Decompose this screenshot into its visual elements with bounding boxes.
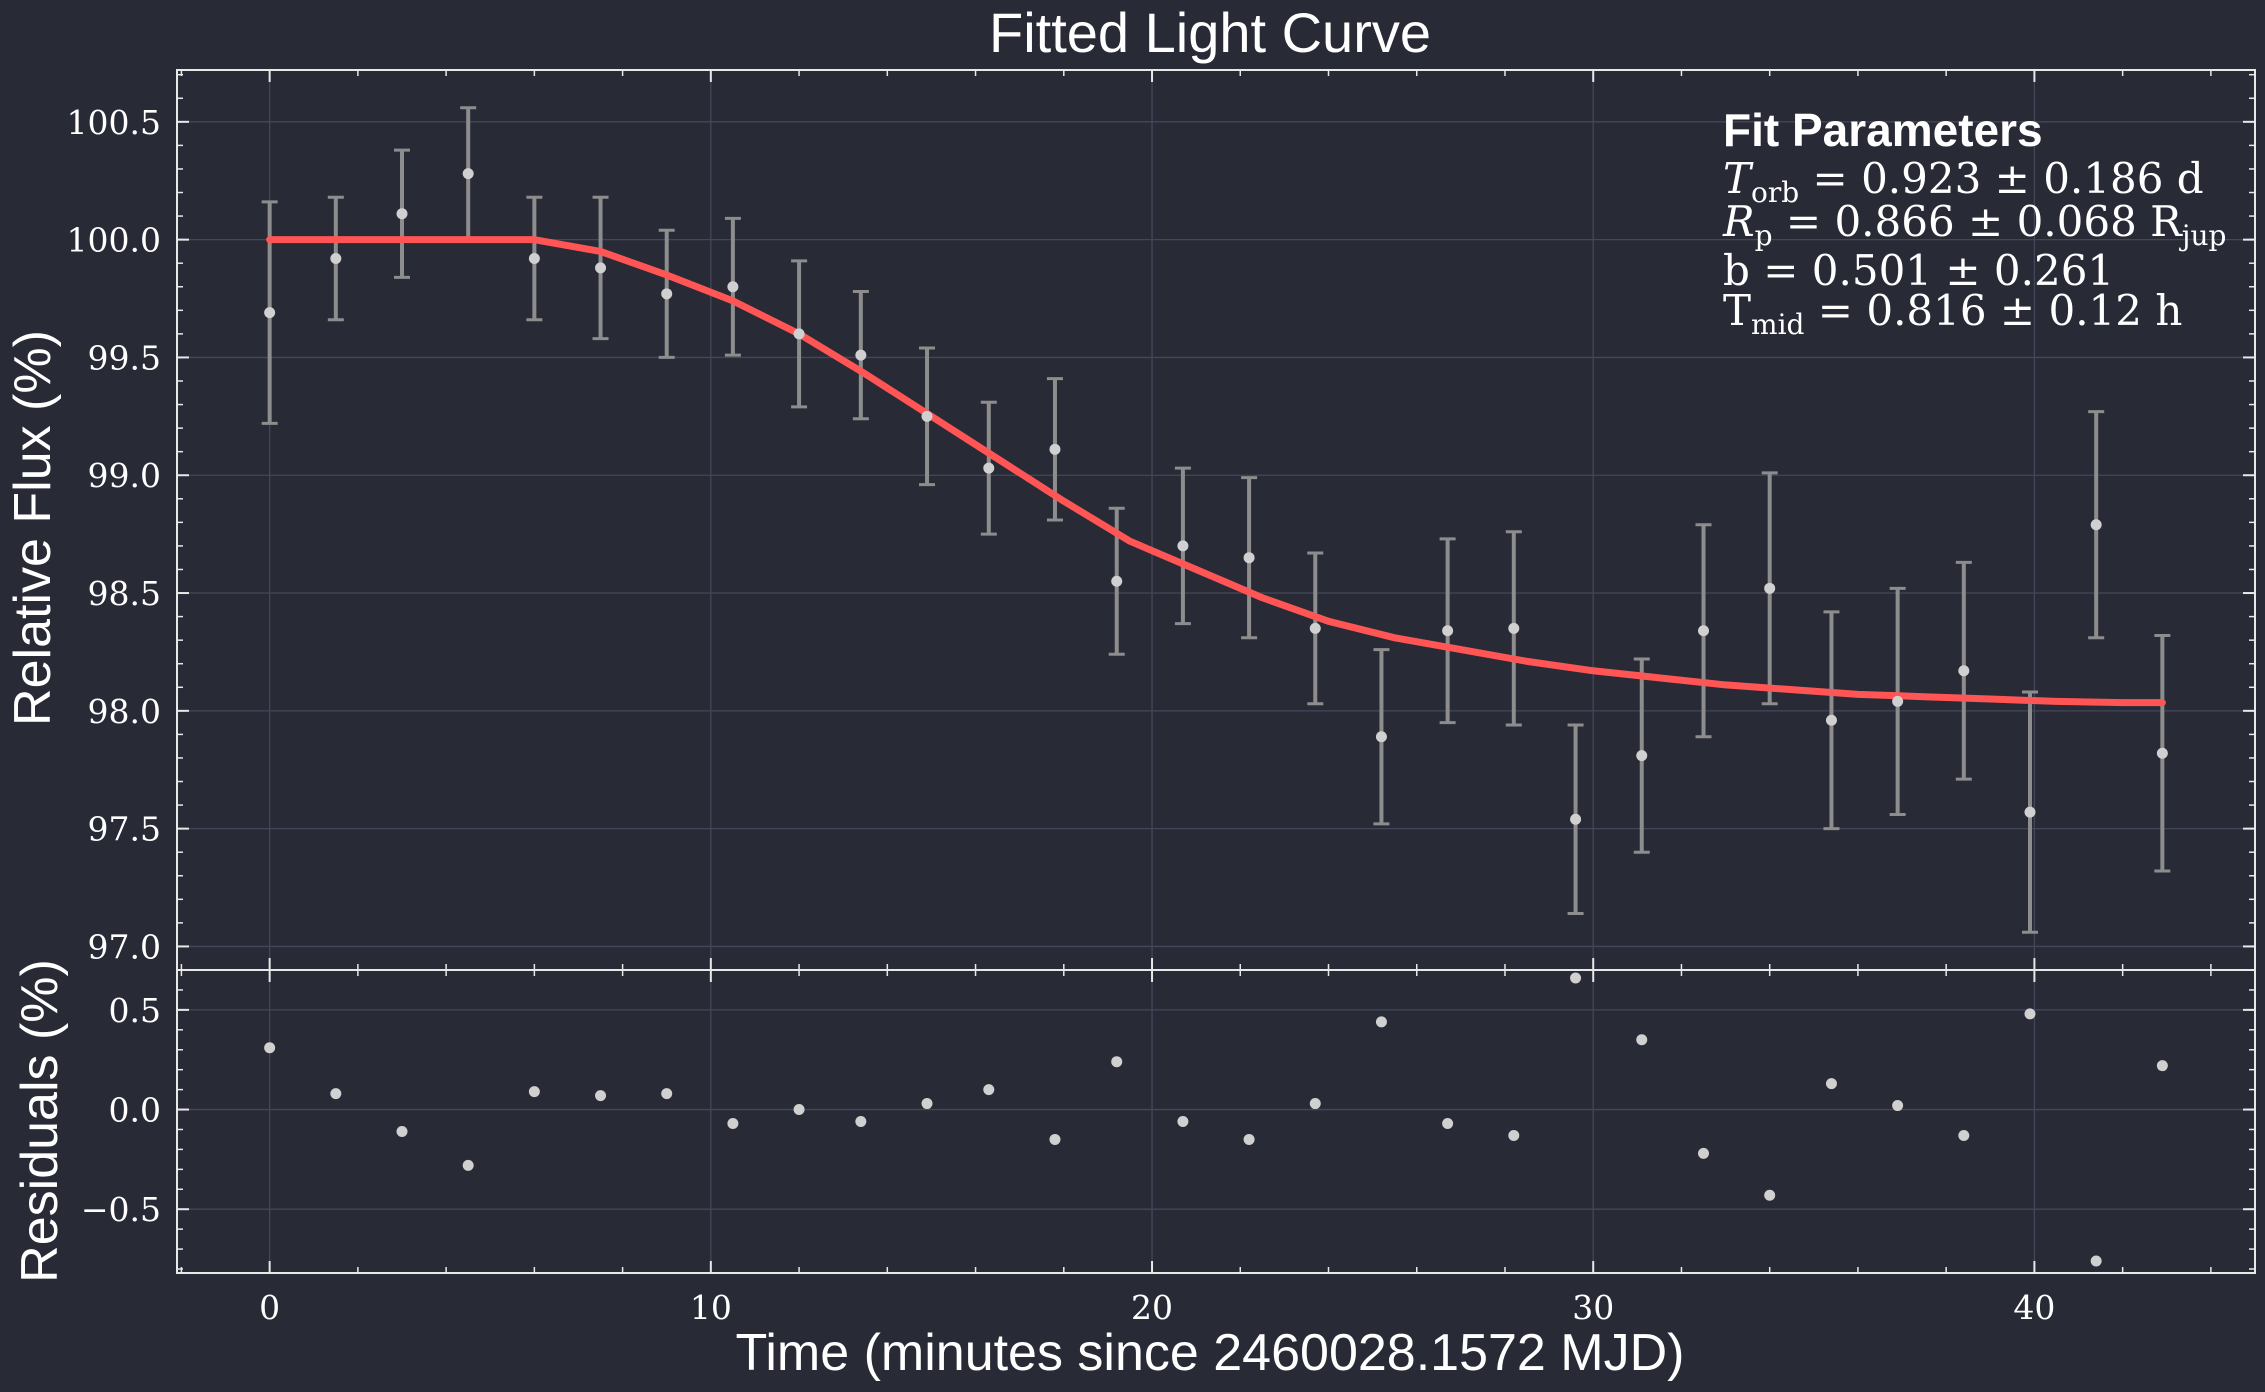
x-tick-label: 40	[2013, 1288, 2055, 1327]
data-point	[1049, 443, 1061, 455]
residual-point	[921, 1098, 933, 1110]
data-point	[264, 307, 276, 319]
y-tick-label: 98.5	[88, 574, 161, 613]
data-point	[1570, 813, 1582, 825]
y-tick-label: 97.0	[88, 927, 161, 966]
residual-point	[855, 1116, 867, 1127]
data-point	[1243, 552, 1255, 564]
residual-point	[983, 1084, 995, 1096]
fit-parameter-line: Torb = 0.923 ± 0.186 d	[1723, 154, 2204, 209]
x-tick-label: 30	[1572, 1288, 1614, 1327]
data-point	[661, 288, 673, 300]
residual-point	[1764, 1189, 1776, 1201]
residual-point	[1892, 1100, 1904, 1112]
data-point	[595, 262, 607, 274]
y-tick-label: 98.0	[88, 692, 161, 731]
residual-panel-grid	[177, 970, 2255, 1273]
fit-parameters-box: Fit Parameters Torb = 0.923 ± 0.186 dRp …	[1722, 104, 2226, 341]
residual-point	[1177, 1116, 1189, 1127]
x-tick-label: 20	[1131, 1288, 1173, 1327]
y-tick-label: 99.0	[88, 456, 161, 495]
fit-parameter-line: b = 0.501 ± 0.261	[1723, 246, 2114, 295]
data-point	[855, 349, 867, 361]
residual-point	[1570, 972, 1582, 984]
data-point	[1508, 622, 1520, 634]
data-point	[1309, 622, 1321, 634]
residual-y-tick-label: −0.5	[81, 1190, 161, 1229]
main-panel-grid	[177, 70, 2255, 970]
residual-point	[2090, 1255, 2102, 1267]
fit-parameters-heading: Fit Parameters	[1723, 104, 2043, 156]
data-point	[1636, 750, 1648, 762]
data-point	[462, 168, 474, 180]
fit-parameter-line: Tmid = 0.816 ± 0.12 h	[1723, 286, 2182, 341]
y-tick-label: 97.5	[88, 810, 161, 849]
residual-point	[1698, 1147, 1710, 1159]
residual-point	[396, 1125, 408, 1137]
residual-point	[462, 1159, 474, 1171]
residual-y-tick-label: 0.5	[109, 991, 161, 1030]
residual-point	[2156, 1060, 2168, 1072]
residual-panel-ticks: 0 10 20 30 40 −0.5 0.0 0.5	[81, 969, 2255, 1327]
residual-y-tick-label: 0.0	[109, 1091, 161, 1130]
residual-point	[1508, 1129, 1520, 1141]
residual-point	[1309, 1098, 1321, 1110]
x-tick-label: 0	[259, 1288, 280, 1327]
residual-point	[661, 1088, 673, 1100]
residual-panel-marks	[264, 972, 2168, 1267]
data-point	[1958, 665, 1970, 677]
data-point	[1825, 714, 1837, 726]
residual-y-axis-label: Residuals (%)	[11, 959, 69, 1283]
data-point	[1698, 625, 1710, 637]
fit-parameters-lines: Torb = 0.923 ± 0.186 dRp = 0.866 ± 0.068…	[1722, 154, 2226, 341]
y-tick-label: 100.5	[67, 103, 161, 142]
x-axis-label: Time (minutes since 2460028.1572 MJD)	[736, 1324, 1685, 1382]
data-point	[2156, 747, 2168, 759]
data-point	[330, 252, 342, 264]
data-point	[983, 462, 995, 474]
data-point	[727, 281, 739, 293]
main-panel-ticks: 97.0 97.5 98.0 98.5 99.0 99.5 100.0 100.5	[67, 70, 2255, 1273]
residual-point	[1636, 1034, 1648, 1046]
residual-point	[1049, 1133, 1061, 1145]
residual-point	[528, 1086, 540, 1098]
data-point	[396, 208, 408, 220]
data-point	[2024, 806, 2036, 818]
chart-title: Fitted Light Curve	[989, 1, 1431, 64]
fit-parameter-line: Rp = 0.866 ± 0.068 Rjup	[1722, 197, 2226, 252]
residual-point	[1243, 1133, 1255, 1145]
y-axis-label: Relative Flux (%)	[4, 330, 62, 726]
residual-point	[793, 1104, 805, 1116]
y-tick-label: 99.5	[88, 338, 161, 377]
data-point	[1177, 540, 1189, 552]
x-tick-label: 10	[690, 1288, 732, 1327]
residual-panel-frame	[176, 969, 2256, 1274]
residual-point	[330, 1088, 342, 1100]
residual-point	[595, 1090, 607, 1102]
data-point	[793, 328, 805, 340]
residual-point	[264, 1042, 276, 1054]
residual-point	[1111, 1056, 1123, 1068]
data-point	[1764, 582, 1776, 594]
data-point	[1111, 575, 1123, 587]
data-point	[921, 410, 933, 422]
y-tick-label: 100.0	[67, 221, 161, 260]
model-curve	[266, 236, 2166, 707]
data-point	[1442, 625, 1454, 637]
data-point	[1892, 695, 1904, 707]
residual-point	[1375, 1016, 1387, 1028]
data-point	[2090, 519, 2102, 531]
data-point	[1375, 731, 1387, 743]
residual-point	[1958, 1129, 1970, 1141]
main-panel-marks	[261, 106, 2171, 934]
residual-point	[2024, 1008, 2036, 1020]
data-point	[528, 252, 540, 264]
residual-point	[1825, 1078, 1837, 1090]
residual-point	[727, 1117, 739, 1129]
residual-point	[1442, 1117, 1454, 1129]
